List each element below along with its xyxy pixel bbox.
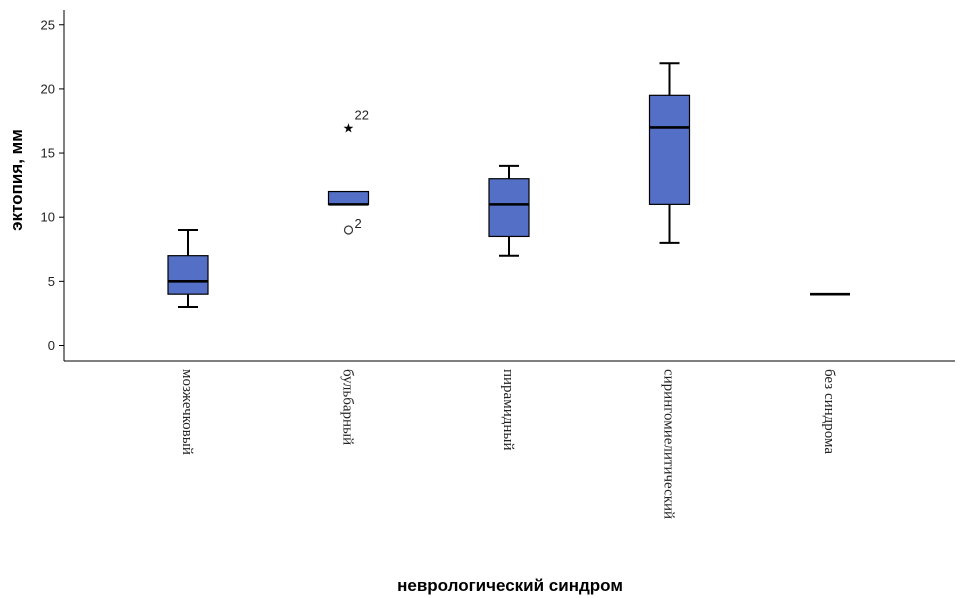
x-axis-category-labels: мозжечковый бульбарный пирамидный сирингоми… [179, 369, 837, 519]
box-iqr [167, 255, 209, 295]
x-axis-title: неврологический синдром [397, 576, 623, 595]
y-tick-label: 10 [41, 210, 55, 225]
y-tick-label: 20 [41, 81, 55, 96]
x-category-label: бульбарный [340, 369, 356, 445]
box-iqr [648, 94, 691, 205]
box-iqr [327, 190, 370, 205]
x-category-label: без синдрома [821, 369, 837, 454]
x-category-label: пирамидный [500, 369, 516, 451]
outlier-label: 22 [355, 107, 369, 122]
box-iqr [488, 178, 530, 238]
y-tick-label: 5 [48, 274, 55, 289]
y-tick-label: 25 [41, 17, 55, 32]
box-2 [488, 164, 530, 257]
outlier-label: 2 [355, 216, 362, 231]
boxes [167, 62, 850, 309]
y-axis-ticks: 0 5 10 15 20 25 [41, 17, 64, 353]
y-tick-label: 0 [48, 338, 55, 353]
x-category-label: мозжечковый [179, 369, 195, 455]
outlier-star-marker: ★ [343, 121, 355, 136]
y-tick-label: 15 [41, 146, 55, 161]
outliers: 2 ★22 [343, 107, 369, 235]
box-3 [648, 62, 691, 244]
x-category-label: сирингомиелитический [661, 369, 677, 519]
box-0 [167, 229, 209, 309]
y-axis-title: эктопия, мм [7, 129, 26, 231]
box-1 [327, 190, 370, 206]
outlier-circle-marker [343, 225, 354, 235]
